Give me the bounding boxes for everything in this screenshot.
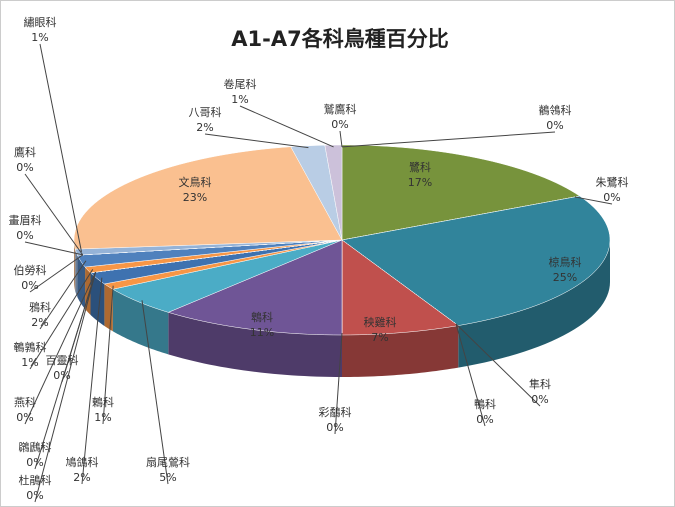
leader-line: [34, 272, 97, 503]
slice-name: 鷺科: [409, 160, 431, 174]
slice-value-label: 0%: [16, 411, 33, 424]
leader-line: [24, 271, 96, 425]
slice: [167, 239, 343, 336]
slice-value-label: 0%: [16, 161, 33, 174]
slice-name: 扇尾鶯科: [146, 455, 190, 469]
slice-value-label: 2%: [196, 121, 213, 134]
slice-name: 椋鳥科: [549, 255, 582, 269]
slice-value-label: 0%: [531, 393, 548, 406]
slice-side: [112, 289, 169, 355]
slice-value-label: 25%: [553, 271, 577, 284]
slice-value-label: 0%: [546, 119, 563, 132]
slice-name: 鷲鷹科: [324, 102, 357, 116]
slice-value-label: 0%: [331, 118, 348, 131]
slice-name: 百靈科: [46, 353, 79, 367]
leader-line: [204, 133, 309, 149]
pie-labels: 鷲鷹科 0% 鶺鴒科 0% 鷺科 17% 朱鷺科 0% 椋鳥科 25% 隼科 0% 鴨科 0% 秧雞科 7% 彩…: [9, 15, 629, 503]
slice-side: [342, 325, 459, 377]
leader-line: [574, 196, 613, 205]
leader-line: [341, 131, 556, 148]
slice: [341, 195, 611, 326]
slice-value-label: 2%: [31, 316, 48, 329]
slice-name: 杜鵑科: [19, 473, 52, 487]
chart-title: A1-A7各科鳥種百分比: [231, 27, 448, 51]
slice-name: 鸊鷉科: [19, 440, 52, 454]
slice-name: 秧雞科: [364, 315, 397, 329]
slice-value-label: 0%: [26, 456, 43, 469]
pie-tops: [73, 144, 611, 336]
leader-line: [334, 333, 343, 435]
slice-name: 畫眉科: [9, 213, 42, 227]
slice: [324, 144, 343, 241]
slice-name: 鵯科: [251, 310, 273, 324]
slice-name: 隼科: [529, 377, 551, 391]
slice-name: 鴨科: [474, 397, 496, 411]
leader-line: [61, 272, 96, 383]
leader-line: [39, 43, 83, 253]
slice-name: 鶺鴒科: [539, 103, 572, 117]
leader-line: [239, 105, 334, 148]
leader-line: [339, 130, 343, 147]
slice-name: 八哥科: [189, 105, 222, 119]
leader-line: [455, 323, 541, 407]
slice: [341, 239, 459, 336]
slice-name: 鵪鶉科: [14, 340, 47, 354]
slice-value-label: 1%: [31, 31, 48, 44]
leader-line: [102, 285, 114, 425]
slice-name: 繡眼科: [24, 15, 57, 29]
slice-name: 彩鷸科: [319, 405, 352, 419]
slice-value-label: 1%: [21, 356, 38, 369]
slice: [112, 239, 343, 313]
slice-name: 文鳥科: [179, 175, 212, 189]
leader-line: [455, 323, 486, 427]
leader-line: [29, 254, 84, 293]
slice-value-label: 0%: [326, 421, 343, 434]
leader-line: [141, 300, 169, 485]
slice-value-label: 5%: [159, 471, 176, 484]
slice-name: 鷹科: [14, 145, 36, 159]
slice-side: [458, 240, 610, 368]
slice-value-label: 0%: [603, 191, 620, 204]
slice: [341, 144, 581, 241]
slice: [73, 146, 343, 250]
slice-name: 朱鷺科: [596, 175, 629, 189]
slice-side: [77, 255, 86, 310]
slice-value-label: 0%: [21, 279, 38, 292]
slice-value-label: 23%: [183, 191, 207, 204]
leader-line: [81, 277, 103, 485]
slice-value-label: 0%: [53, 369, 70, 382]
slice-value-label: 7%: [371, 331, 388, 344]
slice-name: 鶇科: [92, 395, 114, 409]
slice-side: [168, 312, 342, 377]
slice-value-label: 2%: [73, 471, 90, 484]
slice-value-label: 0%: [16, 229, 33, 242]
leader-line: [39, 260, 87, 330]
slice-name: 鴉科: [29, 300, 51, 314]
slice-name: 鳩鴿科: [66, 455, 99, 469]
slice-value-label: 0%: [476, 413, 493, 426]
pie-sides: [74, 240, 610, 377]
slice-value-label: 1%: [94, 411, 111, 424]
slice-side: [75, 249, 78, 298]
slice-name: 卷尾科: [224, 77, 257, 91]
leader-line: [24, 241, 83, 256]
slice-name: 燕科: [14, 395, 36, 409]
slice-value-label: 11%: [250, 326, 274, 339]
slice-value-label: 0%: [26, 489, 43, 502]
slice-value-label: 1%: [231, 93, 248, 106]
slice-name: 伯勞科: [14, 263, 47, 277]
leader-line: [29, 269, 94, 370]
leader-line: [24, 173, 84, 256]
slice-value-label: 17%: [408, 176, 432, 189]
